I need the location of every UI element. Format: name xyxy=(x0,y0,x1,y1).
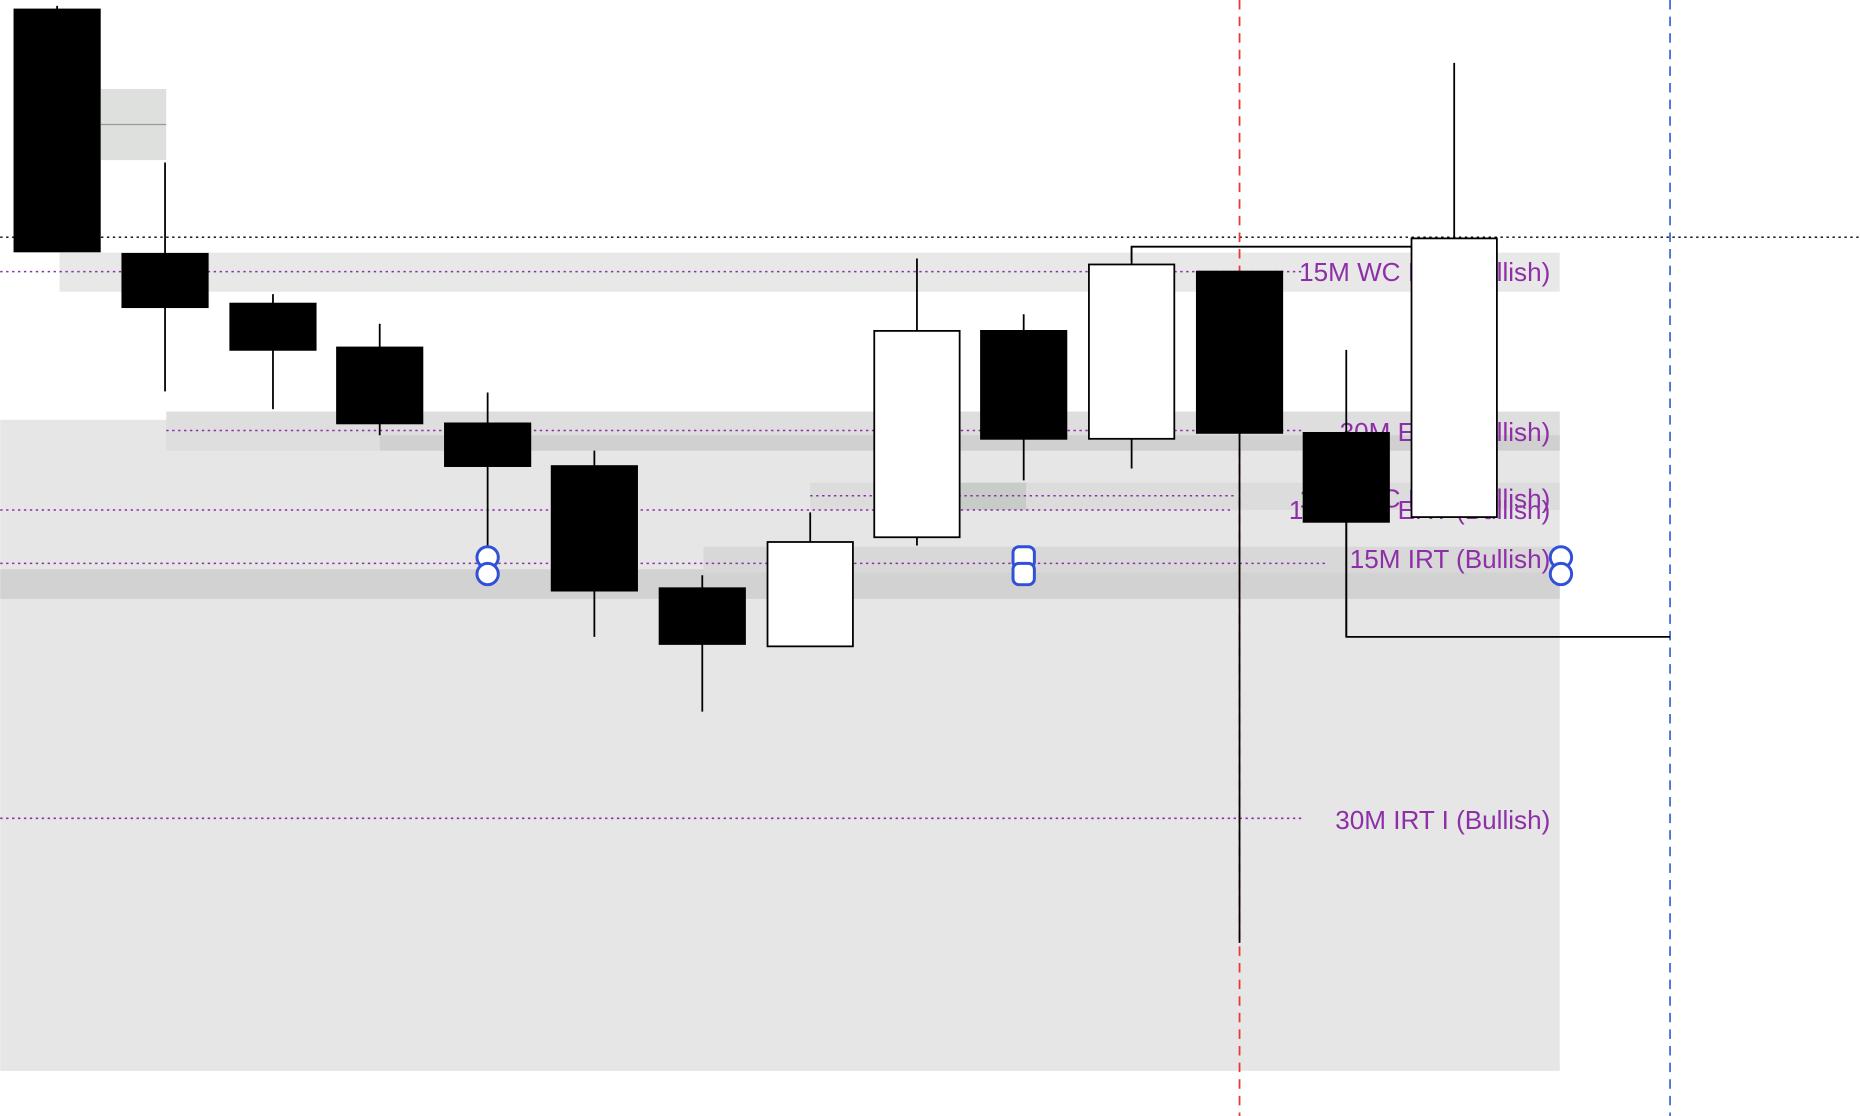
drag-handle[interactable] xyxy=(1011,561,1036,587)
zone-label: 15M IRT (Bullish) xyxy=(1350,544,1550,574)
candle-body xyxy=(121,252,209,309)
drag-handle[interactable] xyxy=(475,561,500,587)
candle-body xyxy=(1088,263,1176,440)
zone-label: 30M IRT I (Bullish) xyxy=(1335,805,1550,835)
candle-body xyxy=(550,465,638,592)
candle-body xyxy=(1195,270,1284,434)
candle-body xyxy=(1302,431,1390,523)
candle-body xyxy=(766,541,854,648)
candle-body xyxy=(229,302,317,351)
candle-body xyxy=(13,8,101,253)
candle-body xyxy=(658,587,746,645)
candle-body xyxy=(873,329,961,539)
candle-body xyxy=(336,346,424,425)
zone xyxy=(0,419,1560,1071)
zone xyxy=(379,435,1560,451)
candle-body xyxy=(444,422,532,467)
drag-handle[interactable] xyxy=(1548,561,1574,587)
candle-body xyxy=(980,329,1068,440)
candle-body xyxy=(1410,237,1498,518)
